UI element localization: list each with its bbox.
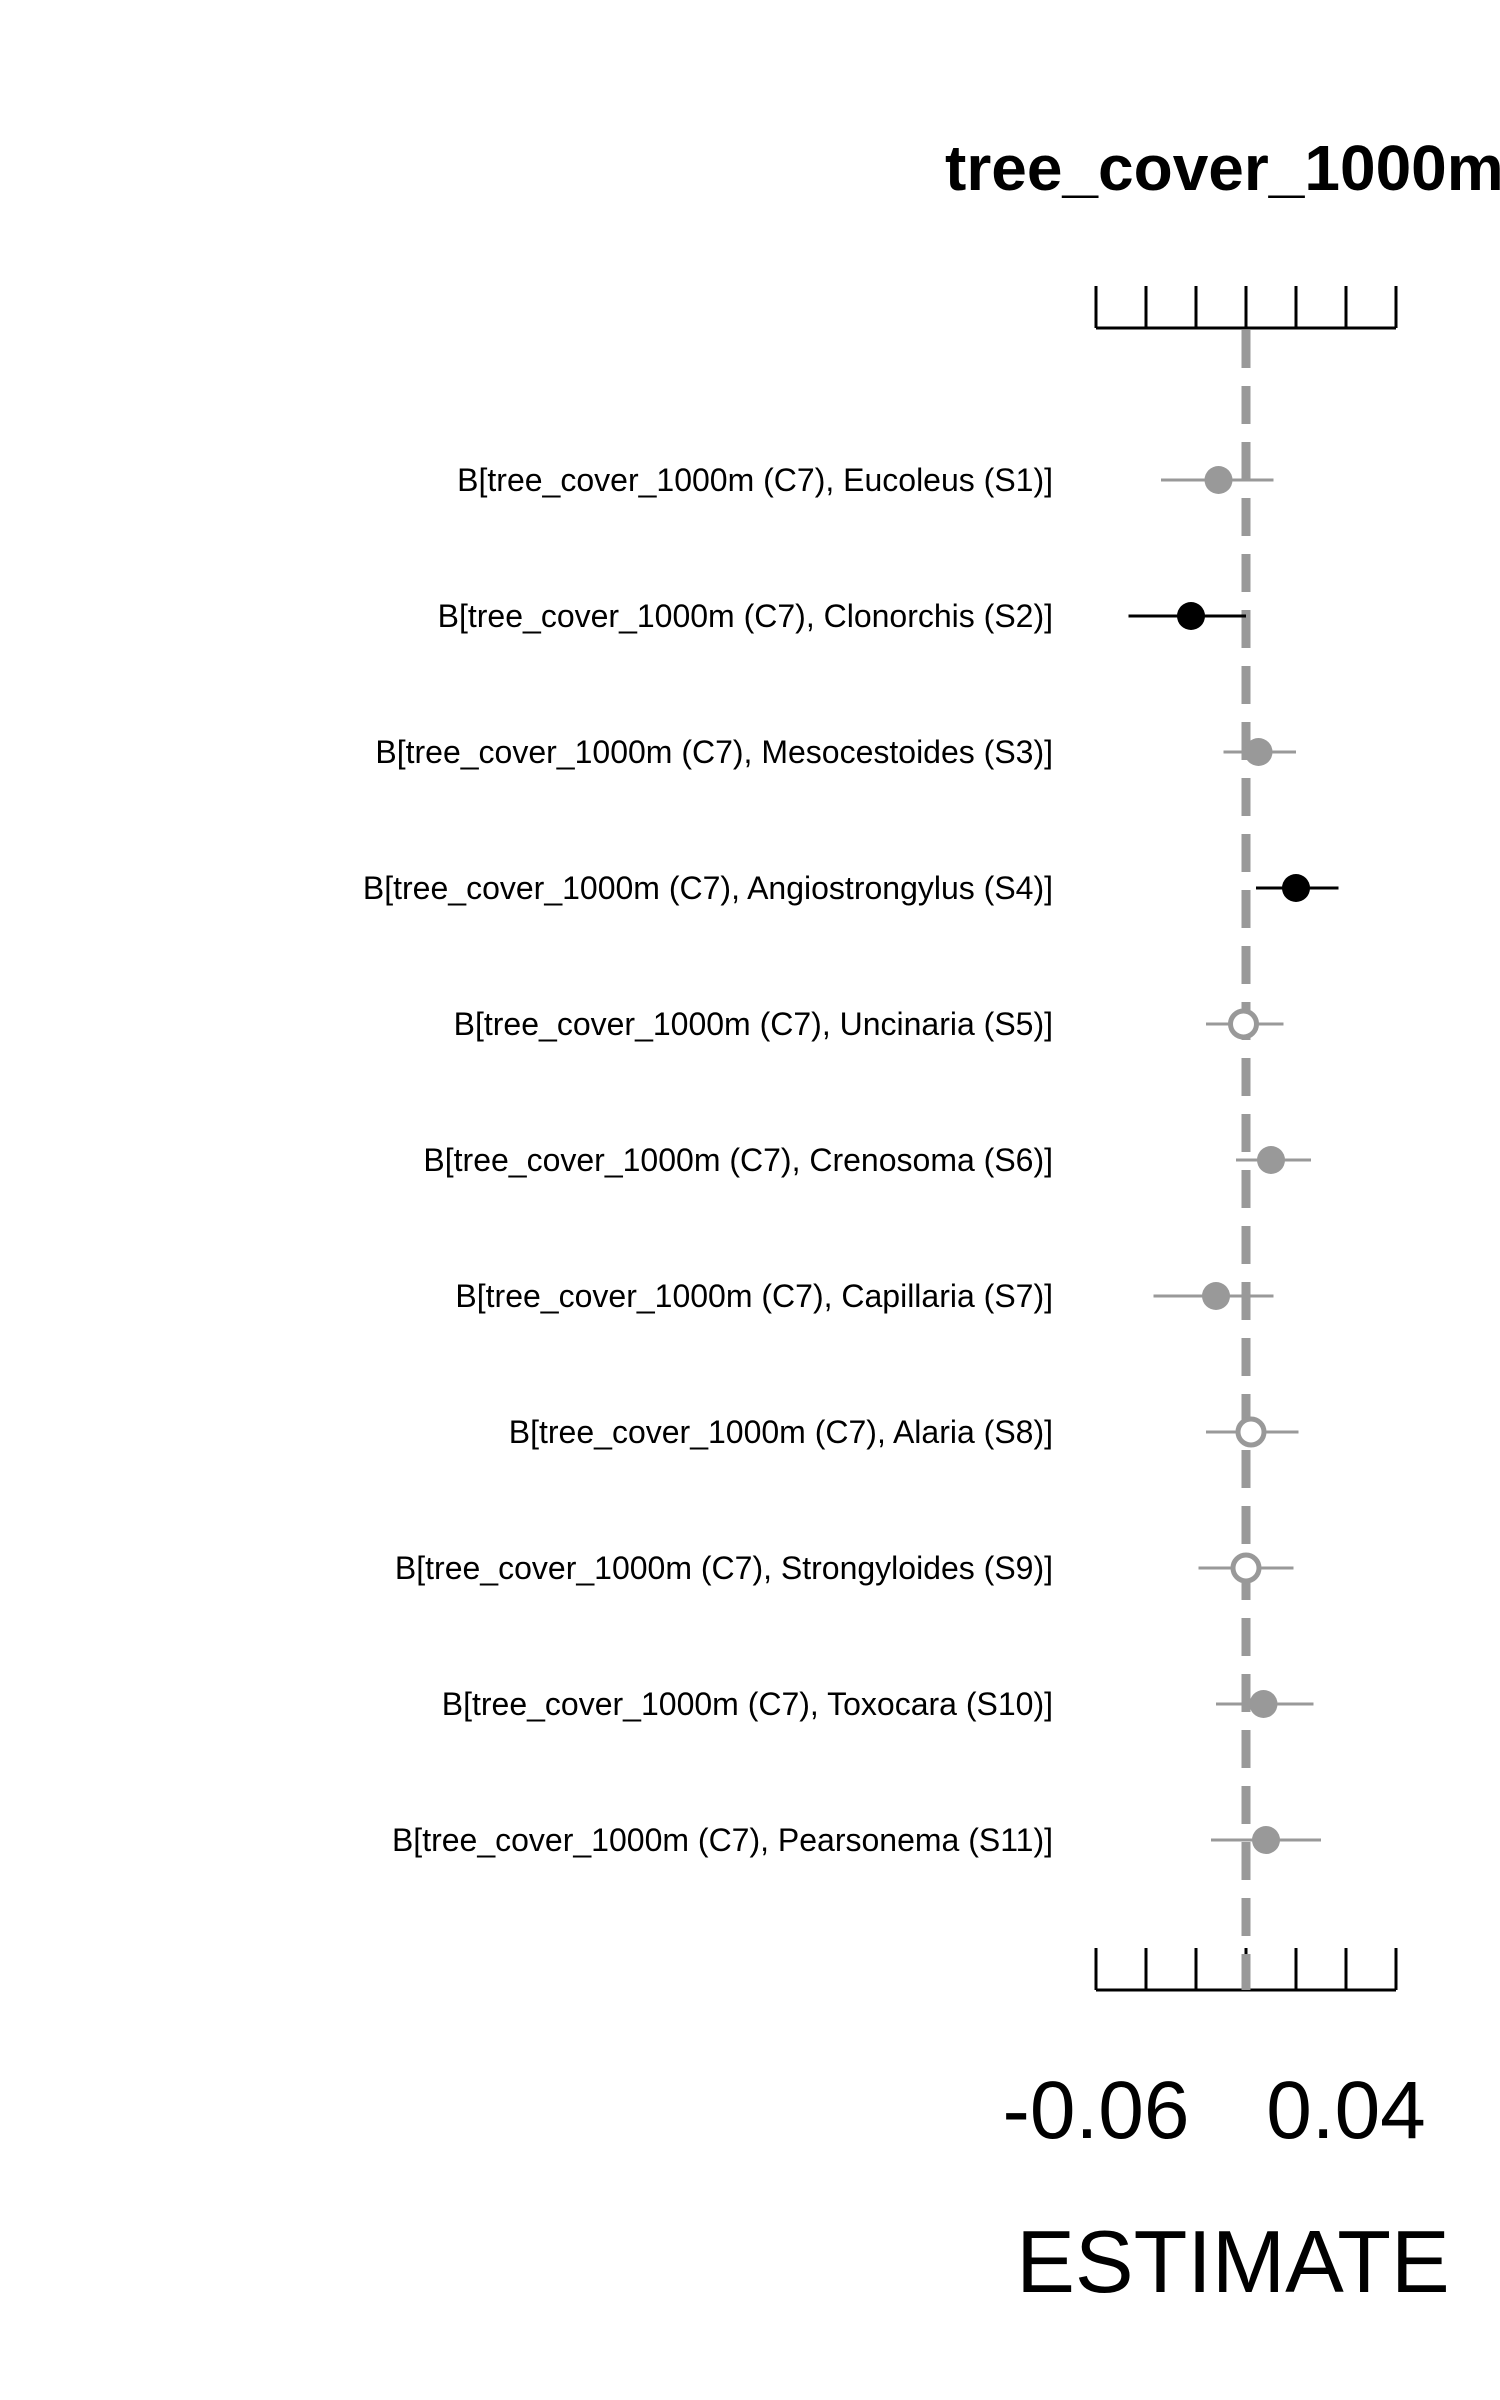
estimate-point [1244, 738, 1273, 766]
coefficient-row: B[tree_cover_1000m (C7), Mesocestoides (… [375, 734, 1296, 770]
row-label: B[tree_cover_1000m (C7), Clonorchis (S2)… [438, 598, 1053, 634]
estimate-point [1252, 1826, 1280, 1854]
row-label: B[tree_cover_1000m (C7), Crenosoma (S6)] [423, 1142, 1053, 1178]
estimate-point [1257, 1146, 1285, 1174]
row-label: B[tree_cover_1000m (C7), Uncinaria (S5)] [454, 1006, 1053, 1042]
row-label: B[tree_cover_1000m (C7), Eucoleus (S1)] [457, 462, 1053, 498]
coefficient-row: B[tree_cover_1000m (C7), Crenosoma (S6)] [423, 1142, 1311, 1178]
coefficient-row: B[tree_cover_1000m (C7), Toxocara (S10)] [442, 1686, 1314, 1722]
row-label: B[tree_cover_1000m (C7), Capillaria (S7)… [455, 1278, 1053, 1314]
x-axis-label: ESTIMATE [1016, 2212, 1450, 2311]
coefficient-rows: B[tree_cover_1000m (C7), Eucoleus (S1)] B… [363, 462, 1339, 1858]
coefficient-row: B[tree_cover_1000m (C7), Clonorchis (S2)… [438, 598, 1246, 634]
coefficient-row: B[tree_cover_1000m (C7), Angiostrongylus… [363, 870, 1339, 906]
coefficient-row: B[tree_cover_1000m (C7), Alaria (S8)] [509, 1414, 1299, 1450]
top-axis [1094, 286, 1398, 330]
bottom-axis: -0.06 0.04 [1003, 1948, 1426, 2156]
x-tick-label: -0.06 [1003, 2065, 1190, 2156]
estimate-point [1249, 1690, 1278, 1718]
row-label: B[tree_cover_1000m (C7), Angiostrongylus… [363, 870, 1053, 906]
row-label: B[tree_cover_1000m (C7), Toxocara (S10)] [442, 1686, 1053, 1722]
estimate-point-open [1235, 1416, 1267, 1448]
estimate-point [1204, 466, 1233, 494]
coefficient-row: B[tree_cover_1000m (C7), Strongyloides (… [395, 1550, 1294, 1586]
row-label: B[tree_cover_1000m (C7), Pearsonema (S11… [392, 1822, 1053, 1858]
estimate-point [1282, 874, 1310, 902]
estimate-point [1177, 602, 1205, 630]
row-label: B[tree_cover_1000m (C7), Strongyloides (… [395, 1550, 1053, 1586]
estimate-point-open [1230, 1552, 1262, 1584]
row-label: B[tree_cover_1000m (C7), Alaria (S8)] [509, 1414, 1053, 1450]
row-label: B[tree_cover_1000m (C7), Mesocestoides (… [375, 734, 1053, 770]
coefficient-row: B[tree_cover_1000m (C7), Pearsonema (S11… [392, 1822, 1321, 1858]
x-tick-label: 0.04 [1266, 2065, 1426, 2156]
estimate-point-open [1228, 1008, 1259, 1040]
coefficient-row: B[tree_cover_1000m (C7), Uncinaria (S5)] [454, 1006, 1284, 1042]
coefficient-row: B[tree_cover_1000m (C7), Capillaria (S7)… [455, 1278, 1274, 1314]
estimate-point [1202, 1282, 1230, 1310]
chart-title: tree_cover_1000m [945, 132, 1500, 204]
coefficient-row: B[tree_cover_1000m (C7), Eucoleus (S1)] [457, 462, 1274, 498]
